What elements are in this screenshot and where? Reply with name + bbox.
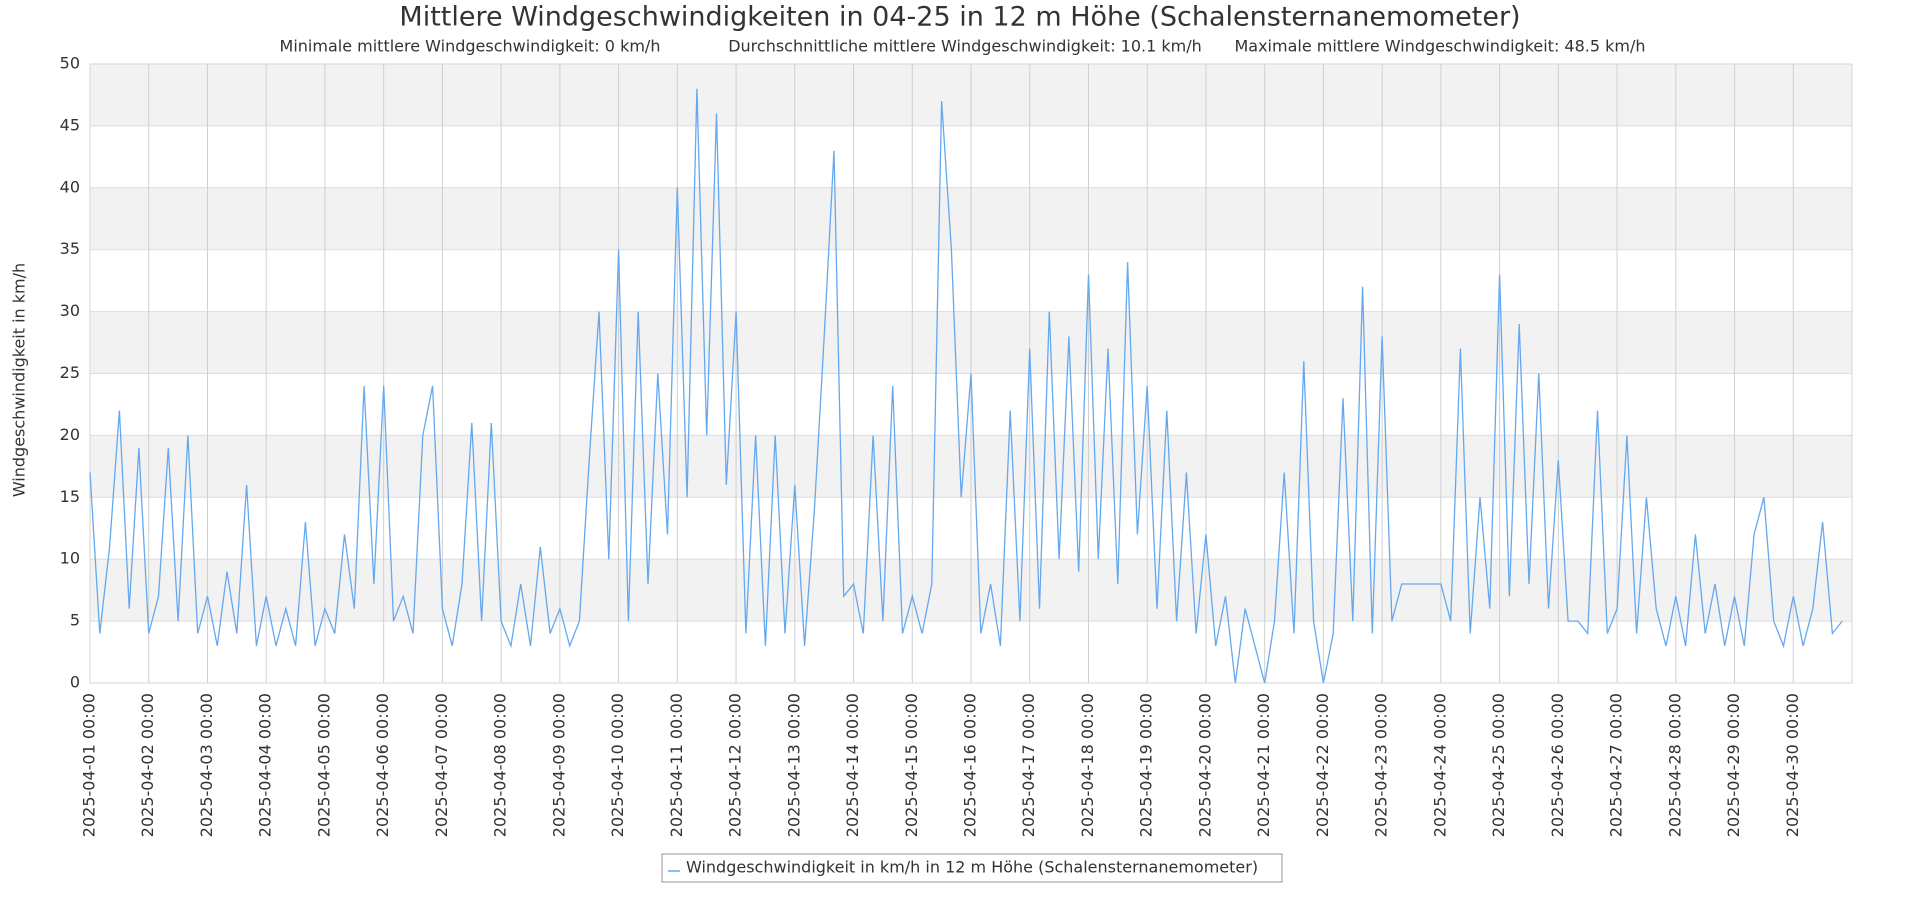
y-tick-label: 20 [60,425,80,444]
x-tick-label: 2025-04-23 00:00 [1372,693,1391,837]
x-tick-label: 2025-04-22 00:00 [1313,693,1332,837]
x-tick-label: 2025-04-20 00:00 [1195,693,1214,837]
x-tick-label: 2025-04-24 00:00 [1430,693,1449,837]
y-tick-label: 45 [60,115,80,134]
x-tick-label: 2025-04-08 00:00 [491,693,510,837]
x-tick-label: 2025-04-29 00:00 [1724,693,1743,837]
plot-frame [89,63,1853,684]
x-tick-label: 2025-04-15 00:00 [902,693,921,837]
y-tick-label: 0 [70,673,80,692]
x-tick-label: 2025-04-09 00:00 [549,693,568,837]
x-tick-label: 2025-04-26 00:00 [1548,693,1567,837]
x-tick-label: 2025-04-19 00:00 [1137,693,1156,837]
x-tick-label: 2025-04-03 00:00 [197,693,216,837]
y-tick-label: 35 [60,239,80,258]
x-tick-label: 2025-04-18 00:00 [1078,693,1097,837]
y-tick-label: 25 [60,363,80,382]
data-line [89,88,1843,684]
x-tick-label: 2025-04-12 00:00 [726,693,745,837]
x-tick-label: 2025-04-13 00:00 [784,693,803,837]
x-tick-label: 2025-04-30 00:00 [1783,693,1802,837]
subtitle: Minimale mittlere Windgeschwindigkeit: 0… [280,37,661,56]
y-tick-label: 5 [70,611,80,630]
legend-label: Windgeschwindigkeit in km/h in 12 m Höhe… [686,858,1258,877]
x-tick-label: 2025-04-05 00:00 [314,693,333,837]
x-tick-label: 2025-04-07 00:00 [432,693,451,837]
subtitle: Durchschnittliche mittlere Windgeschwind… [728,37,1202,56]
x-tick-label: 2025-04-10 00:00 [608,693,627,837]
chart-title: Mittlere Windgeschwindigkeiten in 04-25 … [399,2,1520,33]
y-tick-label: 40 [60,177,80,196]
legend-box [661,853,1283,883]
x-tick-label: 2025-04-02 00:00 [138,693,157,837]
x-tick-label: 2025-04-16 00:00 [961,693,980,837]
x-tick-label: 2025-04-04 00:00 [256,693,275,837]
x-tick-label: 2025-04-06 00:00 [373,693,392,837]
subtitle: Maximale mittlere Windgeschwindigkeit: 4… [1234,37,1645,56]
y-tick-label: 30 [60,301,80,320]
x-tick-label: 2025-04-14 00:00 [843,693,862,837]
x-tick-label: 2025-04-11 00:00 [667,693,686,837]
x-tick-label: 2025-04-25 00:00 [1489,693,1508,837]
y-axis-label: Windgeschwindigkeit in km/h [10,263,29,497]
x-tick-label: 2025-04-01 00:00 [80,693,99,837]
x-tick-label: 2025-04-28 00:00 [1665,693,1684,837]
x-tick-label: 2025-04-17 00:00 [1019,693,1038,837]
x-tick-label: 2025-04-21 00:00 [1254,693,1273,837]
y-tick-label: 10 [60,549,80,568]
x-tick-label: 2025-04-27 00:00 [1607,693,1626,837]
y-tick-label: 15 [60,487,80,506]
y-tick-label: 50 [60,54,80,73]
